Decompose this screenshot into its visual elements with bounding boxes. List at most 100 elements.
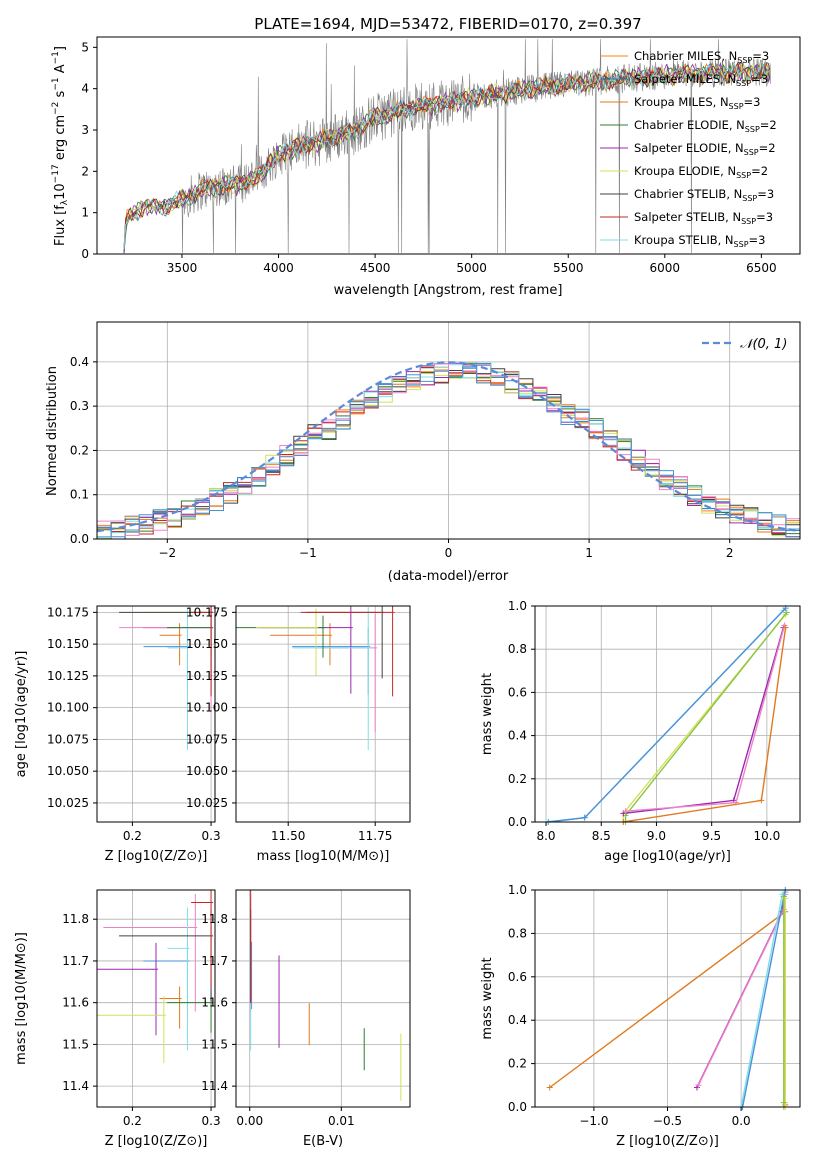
- y-tick-label: 10.075: [47, 732, 89, 746]
- y-tick-label: 0.0: [508, 815, 527, 829]
- figure-title: PLATE=1694, MJD=53472, FIBERID=0170, z=0…: [254, 15, 641, 33]
- x-tick-label: 0.01: [328, 1114, 355, 1128]
- y-tick-label: 0.2: [508, 1057, 527, 1071]
- y-tick-label: 11.4: [62, 1079, 89, 1093]
- legend-entry: Salpeter ELODIE, NSSP=2: [634, 141, 776, 157]
- spectrum-model-line: [123, 64, 771, 255]
- weight-line: [623, 627, 787, 823]
- legend-entry: Kroupa ELODIE, NSSP=2: [634, 164, 768, 180]
- panel-ylabel: mass [log10(M/M⊙)]: [14, 932, 29, 1065]
- spectrum-model-line: [123, 61, 771, 250]
- y-tick-label: 5: [81, 40, 89, 54]
- x-tick-label: −1: [299, 546, 317, 560]
- spectrum-model-series: [123, 61, 771, 255]
- spectrum-ylabel: Flux [fλ10−17 erg cm−2 s−1 A−1]: [51, 46, 70, 246]
- y-tick-label: 10.100: [186, 701, 228, 715]
- y-tick-label: 0.2: [508, 772, 527, 786]
- panel-frame: [235, 889, 411, 1108]
- gaussian-curve: [96, 361, 801, 533]
- panel-frame: [96, 889, 216, 1108]
- weight-marker: [780, 893, 787, 900]
- x-tick-label: −0.5: [653, 1114, 682, 1128]
- x-tick-label: 0: [445, 546, 453, 560]
- panel-xlabel: E(B-V): [303, 1134, 343, 1149]
- panel-xlabel: age [log10(age/yr)]: [604, 849, 731, 864]
- y-tick-label: 1: [81, 206, 89, 220]
- y-tick-label: 0.4: [508, 1013, 527, 1027]
- y-tick-label: 4: [81, 82, 89, 96]
- y-tick-label: 11.8: [62, 912, 89, 926]
- mass-vs-ebv-panel: 0.00 0.01 11.4 11.5 11.6 11.7 11.8 E(B-V): [201, 889, 411, 1149]
- panel-xlabel: Z [log10(Z/Z⊙)]: [105, 1134, 208, 1149]
- x-tick-label: 0.3: [202, 1114, 221, 1128]
- panel-frame: [534, 605, 801, 823]
- spectrum-legend: Chabrier MILES, NSSP=3 Salpeter MILES, NS…: [600, 49, 777, 249]
- y-tick-label: 10.025: [186, 796, 228, 810]
- weight-line: [545, 609, 784, 823]
- x-tick-label: 5000: [456, 261, 487, 275]
- weight-marker: [783, 609, 790, 616]
- legend-entry: Kroupa STELIB, NSSP=3: [634, 233, 765, 249]
- x-tick-label: 1: [585, 546, 593, 560]
- panel-frame: [235, 605, 411, 823]
- spectrum-frame: [96, 36, 801, 255]
- legend-entry: Kroupa MILES, NSSP=3: [634, 95, 760, 111]
- y-tick-label: 3: [81, 123, 89, 137]
- legend-entry: Salpeter MILES, NSSP=3: [634, 72, 768, 88]
- x-tick-label: 6500: [746, 261, 777, 275]
- x-tick-label: 3500: [167, 261, 198, 275]
- y-tick-label: 11.7: [201, 954, 228, 968]
- weight-marker: [546, 1084, 553, 1091]
- y-tick-label: 0.1: [70, 488, 89, 502]
- weight-marker: [780, 1099, 787, 1106]
- y-tick-label: 11.4: [201, 1079, 228, 1093]
- y-tick-label: 11.6: [62, 996, 89, 1010]
- spectrum-xlabel: wavelength [Angstrom, rest frame]: [334, 283, 563, 298]
- y-tick-label: 11.5: [201, 1037, 228, 1051]
- legend-entry: Salpeter STELIB, NSSP=3: [634, 210, 773, 226]
- residuals-legend: 𝒩(0, 1): [702, 337, 787, 352]
- y-tick-label: 10.050: [47, 764, 89, 778]
- weight-line: [741, 889, 786, 1108]
- y-tick-label: 0.6: [508, 970, 527, 984]
- y-tick-label: 0.8: [508, 926, 527, 940]
- y-tick-label: 11.6: [201, 996, 228, 1010]
- weight-marker: [758, 797, 765, 804]
- weight-marker: [581, 814, 588, 821]
- x-tick-label: 0.2: [123, 829, 142, 843]
- y-tick-label: 1.0: [508, 599, 527, 613]
- weight-marker: [695, 1082, 702, 1089]
- x-tick-label: 0.0: [732, 1114, 751, 1128]
- y-tick-label: 10.025: [47, 796, 89, 810]
- x-tick-label: 9.5: [702, 829, 721, 843]
- age-vs-mass-panel: 11.50 11.75 10.025 10.050 10.075 10.100 10.125…: [186, 605, 411, 864]
- y-tick-label: 0.3: [70, 399, 89, 413]
- x-tick-label: 11.50: [271, 829, 305, 843]
- residuals-xlabel: (data-model)/error: [388, 569, 509, 584]
- y-tick-label: 10.100: [47, 701, 89, 715]
- y-tick-label: 10.175: [47, 605, 89, 619]
- parameter-panels: 0.2 0.3 10.025 10.050 10.075 10.100 10.125 10.1…: [14, 599, 801, 1149]
- residuals-histograms: [97, 362, 800, 540]
- legend-entry: Chabrier STELIB, NSSP=3: [634, 187, 774, 203]
- panel-frame: [96, 605, 216, 823]
- y-tick-label: 0.6: [508, 685, 527, 699]
- y-tick-label: 10.150: [47, 637, 89, 651]
- panel-ylabel: age [log10(age/yr)]: [14, 651, 29, 778]
- x-tick-label: 0.2: [123, 1114, 142, 1128]
- y-tick-label: 10.125: [186, 669, 228, 683]
- weight-line: [625, 625, 786, 812]
- y-tick-label: 0.4: [508, 729, 527, 743]
- x-tick-label: 8.5: [592, 829, 611, 843]
- weight-marker: [622, 808, 629, 815]
- panel-ylabel: mass weight: [480, 673, 495, 755]
- legend-entry: Chabrier MILES, NSSP=3: [634, 49, 769, 65]
- weight-vs-age-panel: 8.0 8.5 9.0 9.5 10.0 0.0 0.2 0.4 0.6 0.8 1.0 age [l…: [480, 599, 801, 864]
- svg-text:Flux [fλ10−17 erg cm−2 s−1 A−1: Flux [fλ10−17 erg cm−2 s−1 A−1]: [51, 46, 70, 246]
- y-tick-label: 11.7: [62, 954, 89, 968]
- weight-vs-Z-panel: −1.0 −0.5 0.0 0.0 0.2 0.4 0.6 0.8 1.0 Z [log10(Z/…: [480, 883, 801, 1149]
- x-tick-label: 8.0: [536, 829, 555, 843]
- x-tick-label: 0.00: [236, 1114, 263, 1128]
- spectrum-model-line: [123, 62, 771, 249]
